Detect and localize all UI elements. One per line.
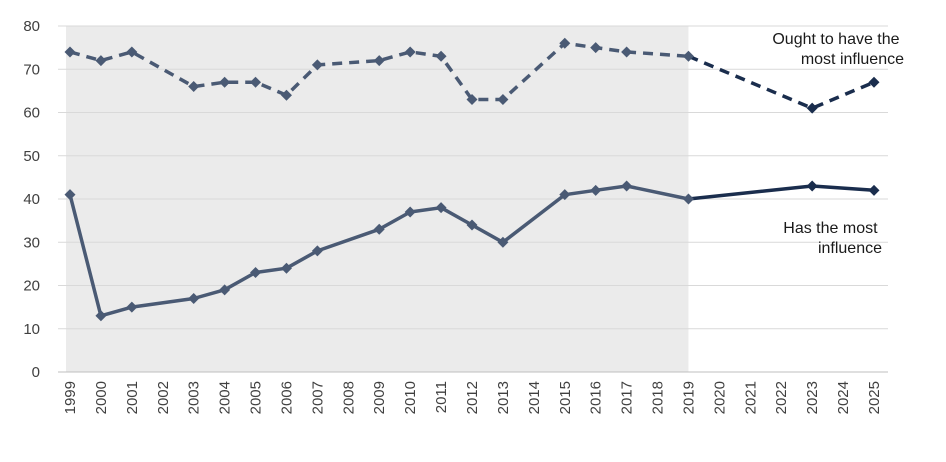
gridlines (58, 25, 888, 373)
series-0-point (559, 37, 571, 49)
x-tick-label: 2025 (866, 381, 883, 414)
series-1-point (188, 292, 200, 304)
series-label-has-line-2: influence (818, 240, 882, 257)
series-1-point (559, 189, 571, 201)
series-1-point (280, 262, 292, 274)
x-tick-label: 2005 (248, 381, 265, 414)
series-0-point (126, 46, 138, 58)
x-tick-label: 2024 (835, 381, 852, 414)
series-0-point (806, 102, 818, 114)
series-1-point (590, 184, 602, 196)
series-label-has: Has the most influence (783, 220, 882, 257)
series-0-point (311, 59, 323, 71)
x-tick-label: 2023 (804, 381, 821, 414)
y-tick-label: 80 (23, 18, 40, 35)
series-label-ought-line-2: most influence (801, 51, 904, 68)
series-0-point (373, 55, 385, 67)
series-0-point (497, 94, 509, 106)
series-0-point (590, 42, 602, 54)
x-tick-label: 2012 (464, 381, 481, 414)
series-0-point (435, 50, 447, 62)
x-tick-label: 2018 (650, 381, 667, 414)
series-1-point (621, 180, 633, 192)
series-0-point (95, 55, 107, 67)
x-tick-label: 2004 (217, 381, 234, 414)
series-0-point (64, 46, 76, 58)
y-tick-label: 30 (23, 234, 40, 251)
x-tick-label: 2000 (93, 381, 110, 414)
x-tick-label: 1999 (62, 381, 79, 414)
series-0-point (219, 76, 231, 88)
series-1-point (497, 236, 509, 248)
series-1-point (311, 245, 323, 257)
series-1-point (95, 310, 107, 322)
series-1-point (868, 184, 880, 196)
series-1-point (250, 267, 262, 279)
series-0-point (280, 89, 292, 101)
series-0-point (404, 46, 416, 58)
series-0-point (868, 76, 880, 88)
series-1-point (682, 193, 694, 205)
series-1-point (373, 223, 385, 235)
series-markers (64, 37, 880, 322)
x-tick-label: 2021 (742, 381, 759, 414)
series-1-point (404, 206, 416, 218)
x-axis-ticks: 1999 2000 2001 2002 2003 2004 2005 2006 2007 2008… (62, 381, 883, 414)
series-0-point (250, 76, 262, 88)
y-axis-ticks: 0 10 20 30 40 50 60 70 80 (23, 18, 40, 381)
series-1-point (219, 284, 231, 296)
series-0-point (682, 50, 694, 62)
series-1-point (435, 202, 447, 214)
x-tick-label: 2003 (186, 381, 203, 414)
x-tick-label: 2010 (402, 381, 419, 414)
x-tick-label: 2022 (773, 381, 790, 414)
series-label-ought-line-1: Ought to have the (772, 31, 899, 48)
series-label-ought: Ought to have the most influence (772, 31, 904, 68)
x-tick-label: 2006 (278, 381, 295, 414)
y-tick-label: 40 (23, 191, 40, 208)
series-0-point (466, 94, 478, 106)
x-tick-label: 2011 (433, 381, 450, 413)
series-1-recent-line (688, 184, 875, 201)
y-tick-label: 0 (32, 364, 40, 381)
y-tick-label: 50 (23, 148, 40, 165)
y-tick-label: 10 (23, 321, 40, 338)
x-tick-label: 2009 (371, 381, 388, 414)
x-tick-label: 2008 (340, 381, 357, 414)
series-1-point (466, 219, 478, 231)
x-tick-label: 2019 (680, 381, 697, 414)
x-tick-label: 2002 (155, 381, 172, 414)
x-tick-label: 2001 (124, 381, 141, 414)
y-tick-label: 20 (23, 278, 40, 295)
y-tick-label: 60 (23, 105, 40, 122)
series-0-point (188, 81, 200, 93)
series-label-has-line-1: Has the most (783, 220, 878, 237)
x-tick-label: 2007 (309, 381, 326, 414)
y-tick-label: 70 (23, 61, 40, 78)
x-tick-label: 2015 (557, 381, 574, 414)
x-tick-label: 2014 (526, 381, 543, 414)
x-tick-label: 2013 (495, 381, 512, 414)
series-0-point (621, 46, 633, 58)
x-tick-label: 2017 (619, 381, 636, 414)
series-0-historic-line (69, 41, 689, 102)
x-tick-label: 2016 (588, 381, 605, 414)
series-1-point (806, 180, 818, 192)
x-tick-label: 2020 (711, 381, 728, 414)
series-0-recent-line (687, 54, 875, 110)
series-1-point (64, 189, 76, 201)
series-1-point (126, 301, 138, 313)
